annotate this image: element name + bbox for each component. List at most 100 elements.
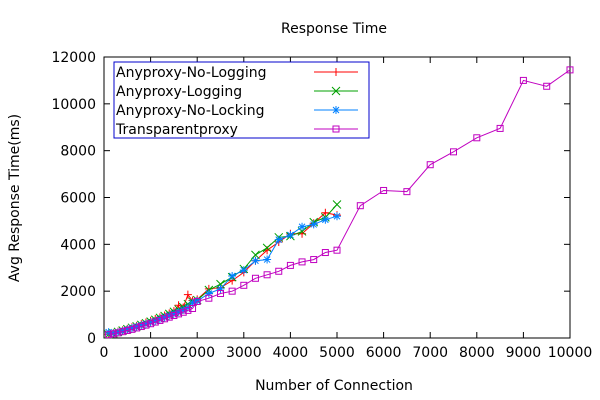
- x-axis-ticks: 0 1000 2000 3000 4000 5000 6000 7000 8000 9000 100…: [100, 57, 593, 361]
- legend-marker: [332, 68, 340, 76]
- x-tick-label: 0: [100, 345, 109, 361]
- y-axis-ticks: 0 2000 4000 6000 8000 10000 12000: [51, 50, 570, 347]
- y-tick-label: 4000: [60, 237, 96, 253]
- data-point: [128, 325, 136, 333]
- legend-marker: [331, 86, 341, 96]
- data-point: [123, 325, 132, 334]
- data-point: [105, 331, 113, 339]
- data-point: [321, 249, 329, 257]
- series-2: [104, 200, 342, 339]
- x-tick-label: 10000: [548, 345, 593, 361]
- legend-label: Anyproxy-No-Logging: [116, 65, 266, 81]
- data-point: [240, 281, 248, 289]
- data-point: [151, 317, 160, 326]
- legend: Anyproxy-No-Logging Anyproxy-Logging Anypr…: [113, 61, 370, 139]
- data-point: [123, 327, 131, 335]
- data-point: [151, 318, 159, 326]
- data-point: [160, 313, 169, 322]
- data-point: [321, 215, 330, 224]
- data-point: [204, 289, 213, 298]
- data-point: [332, 200, 342, 209]
- data-point: [403, 188, 411, 196]
- data-point: [156, 316, 164, 324]
- x-tick-label: 5000: [319, 345, 355, 361]
- data-point: [137, 321, 146, 330]
- data-point: [228, 287, 236, 295]
- data-point: [188, 298, 197, 307]
- x-tick-label: 6000: [366, 345, 402, 361]
- legend-label: Anyproxy-No-Locking: [116, 103, 265, 119]
- data-point: [298, 222, 307, 231]
- x-tick-label: 1000: [133, 345, 169, 361]
- data-point: [170, 312, 178, 320]
- data-point: [298, 258, 306, 266]
- data-point: [205, 294, 213, 302]
- data-point: [380, 186, 388, 194]
- data-point: [109, 330, 117, 338]
- data-point: [275, 267, 283, 275]
- data-point: [310, 256, 318, 264]
- data-point: [333, 246, 341, 254]
- data-point: [179, 308, 187, 316]
- data-point: [193, 297, 201, 305]
- data-point: [450, 148, 457, 156]
- data-point: [133, 324, 141, 332]
- data-point: [183, 290, 192, 299]
- y-axis-label: Avg Response Time(ms): [7, 114, 23, 282]
- data-point: [147, 320, 155, 328]
- x-tick-label: 2000: [179, 345, 215, 361]
- y-tick-label: 8000: [60, 144, 96, 160]
- x-tick-label: 8000: [459, 345, 495, 361]
- data-point: [309, 220, 318, 229]
- x-axis-label: Number of Connection: [255, 378, 413, 394]
- data-point: [165, 313, 173, 321]
- x-tick-label: 7000: [412, 345, 448, 361]
- data-point: [251, 256, 260, 265]
- data-point: [161, 315, 169, 323]
- y-tick-label: 6000: [60, 191, 96, 207]
- data-point: [566, 66, 574, 74]
- series-layer: [104, 66, 574, 339]
- data-point: [286, 261, 294, 269]
- data-point: [141, 319, 150, 328]
- series-4: [105, 66, 574, 339]
- data-point: [321, 208, 330, 217]
- y-tick-label: 10000: [51, 97, 96, 113]
- data-point: [263, 255, 272, 264]
- data-point: [262, 243, 272, 253]
- data-point: [251, 274, 259, 282]
- data-point: [175, 310, 183, 318]
- data-point: [217, 290, 224, 298]
- data-point: [496, 124, 504, 132]
- data-point: [118, 326, 127, 335]
- x-tick-label: 9000: [506, 345, 542, 361]
- x-tick-label: 4000: [273, 345, 309, 361]
- data-point: [426, 161, 434, 169]
- y-tick-label: 12000: [51, 50, 96, 66]
- y-tick-label: 2000: [60, 284, 96, 300]
- legend-label: Anyproxy-Logging: [116, 84, 242, 100]
- data-point: [127, 324, 136, 333]
- legend-box: [113, 61, 370, 139]
- x-tick-label: 3000: [226, 345, 262, 361]
- data-point: [114, 329, 122, 337]
- data-point: [189, 304, 197, 312]
- data-point: [263, 271, 271, 279]
- data-point: [137, 323, 145, 331]
- chart-title: Response Time: [281, 21, 387, 37]
- y-tick-label: 0: [87, 331, 96, 347]
- legend-marker: [332, 125, 340, 133]
- data-point: [519, 76, 527, 84]
- data-point: [274, 235, 283, 244]
- data-point: [174, 307, 183, 316]
- data-point: [543, 82, 551, 90]
- data-point: [169, 309, 178, 318]
- data-point: [165, 311, 174, 320]
- series-line: [108, 204, 338, 335]
- data-point: [142, 321, 150, 329]
- legend-marker: [332, 106, 340, 114]
- data-point: [286, 230, 295, 239]
- legend-label: Transparentproxy: [115, 122, 238, 138]
- series-line: [108, 69, 571, 336]
